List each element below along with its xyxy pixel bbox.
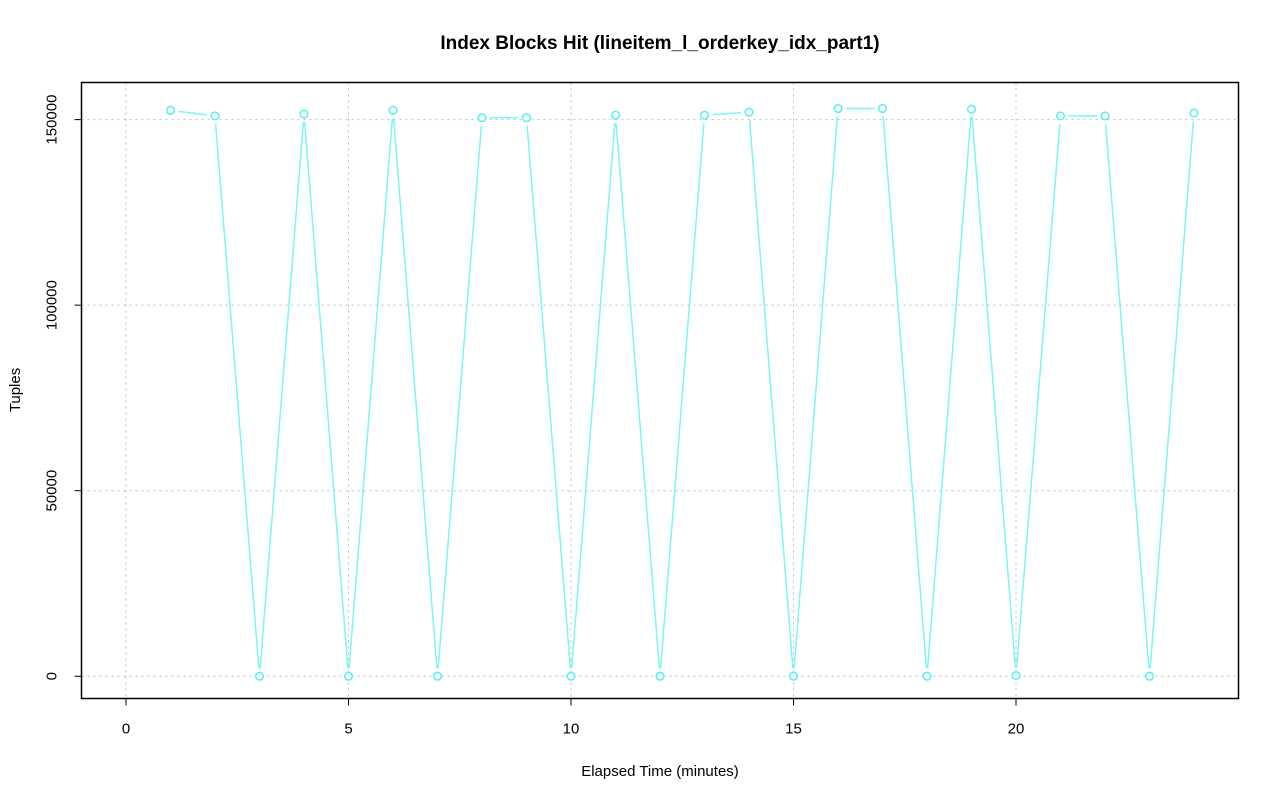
data-point [299, 109, 309, 119]
data-point [1100, 111, 1110, 121]
data-point [788, 671, 799, 681]
y-axis-label: Tuples [7, 368, 24, 412]
data-point [343, 671, 354, 681]
series-segment [303, 121, 349, 669]
data-point [1011, 670, 1021, 681]
series-segment [1015, 123, 1061, 668]
series-segment [712, 111, 742, 116]
data-point [1189, 108, 1199, 118]
data-point [1055, 111, 1066, 121]
series-segment [437, 125, 483, 669]
data-point [1144, 671, 1155, 681]
data-point [744, 107, 754, 117]
series-1 [165, 103, 1199, 681]
series-segment [971, 117, 1017, 668]
series-layer [165, 103, 1199, 681]
series-segment [793, 116, 839, 669]
y-tick-label: 50000 [44, 470, 61, 512]
y-tick-label: 150000 [44, 95, 61, 145]
data-point [655, 671, 665, 681]
x-tick-label: 15 [785, 721, 802, 738]
data-point [699, 110, 710, 120]
data-point [833, 103, 843, 114]
x-tick-label: 0 [122, 721, 130, 738]
series-segment [178, 110, 208, 116]
series-segment [615, 123, 661, 669]
x-tick-label: 5 [344, 721, 352, 738]
data-point [566, 671, 576, 681]
series-segment [259, 121, 305, 669]
series-segment [570, 123, 616, 669]
series-segment [659, 123, 705, 669]
chart-title: Index Blocks Hit (lineitem_l_orderkey_id… [440, 33, 879, 54]
data-point [388, 105, 398, 115]
data-point [922, 671, 932, 681]
series-segment [392, 118, 438, 669]
series-segment [1104, 123, 1150, 669]
data-point [521, 113, 532, 123]
data-point [432, 671, 443, 681]
x-tick-label: 10 [563, 721, 580, 738]
axes: 0 5 10 15 20 0 50000 100000 150000 [44, 95, 1025, 738]
series-segment [348, 118, 394, 669]
x-tick-label: 20 [1008, 721, 1025, 738]
y-tick-label: 0 [44, 672, 61, 680]
data-point [165, 105, 176, 115]
grid [81, 82, 1239, 699]
data-point [477, 113, 487, 123]
data-point [877, 103, 888, 114]
data-point [254, 671, 265, 681]
series-segment [214, 123, 260, 669]
series-segment [882, 116, 928, 669]
plot-frame [80, 81, 1240, 700]
series-segment [1149, 120, 1195, 669]
series-segment [526, 125, 572, 669]
y-tick-label: 100000 [44, 280, 61, 330]
data-point [966, 104, 977, 114]
x-axis-label: Elapsed Time (minutes) [581, 763, 739, 780]
data-point [210, 111, 220, 121]
series-segment [748, 120, 794, 669]
series-segment [926, 117, 972, 669]
data-point [610, 110, 621, 120]
